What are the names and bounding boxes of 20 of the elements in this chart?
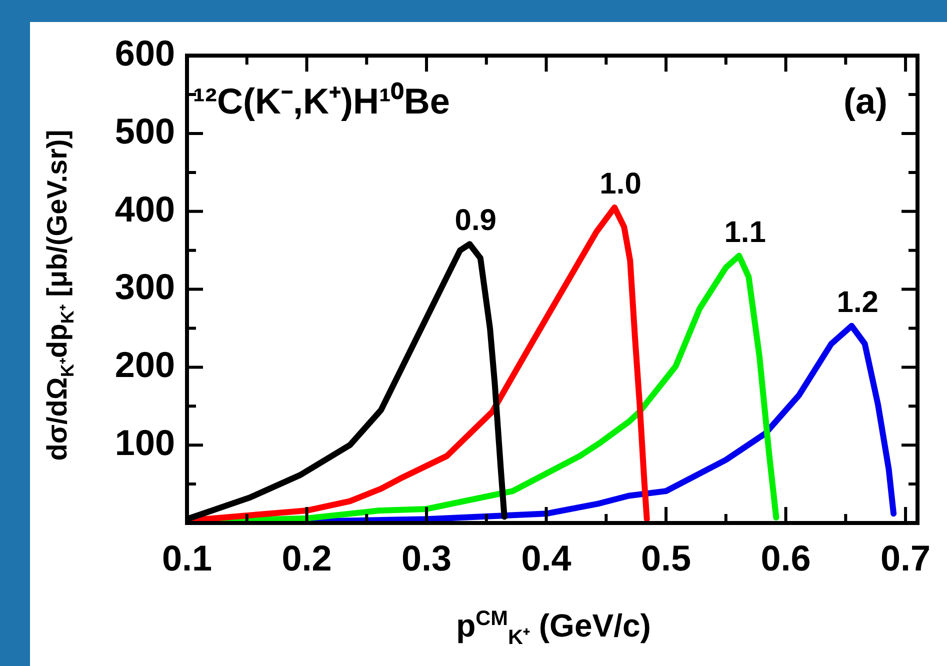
annotation: (a) — [844, 80, 888, 122]
annotation: ¹²C(K⁻,K⁺)H¹⁰Be — [193, 80, 450, 122]
y-tick-label: 200 — [114, 344, 175, 386]
annotation: 1.0 — [600, 168, 642, 201]
y-tick-label: 500 — [114, 110, 175, 152]
y-tick-label: 300 — [114, 266, 175, 308]
x-tick-label: 0.2 — [282, 538, 332, 579]
x-tick-label: 0.6 — [760, 538, 811, 579]
x-axis-title: p$^{CM}$$_{K⁺}$ (GeV/c) — [455, 607, 652, 650]
x-tick-label: 0.5 — [641, 538, 692, 579]
y-tick-label: 100 — [114, 422, 175, 464]
annotation: 1.2 — [836, 286, 879, 319]
x-tick-label: 0.7 — [880, 538, 931, 579]
x-tick-label: 0.1 — [162, 538, 212, 579]
x-tick-label: 0.3 — [401, 538, 452, 579]
annotation: 1.1 — [724, 216, 766, 249]
y-tick-label: 600 — [114, 32, 175, 74]
annotation: 0.9 — [454, 204, 496, 238]
x-tick-label: 0.4 — [521, 538, 572, 579]
y-tick-label: 400 — [114, 188, 175, 230]
